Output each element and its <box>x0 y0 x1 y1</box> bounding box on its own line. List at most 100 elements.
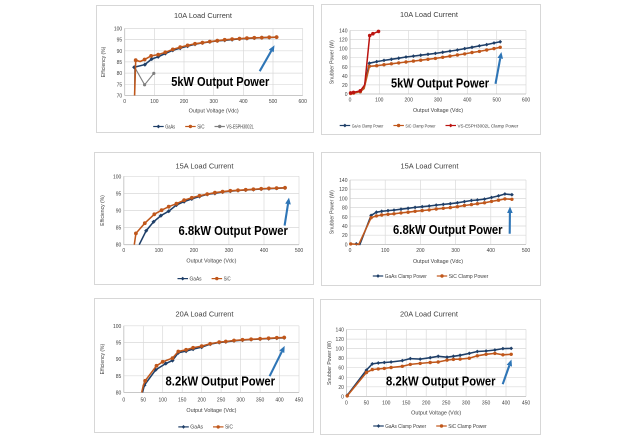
svg-text:400: 400 <box>260 248 269 254</box>
svg-text:75: 75 <box>117 82 123 88</box>
svg-text:80: 80 <box>116 243 122 249</box>
svg-text:120: 120 <box>336 337 345 343</box>
svg-text:95: 95 <box>116 341 122 347</box>
svg-text:0: 0 <box>122 248 125 254</box>
svg-text:95: 95 <box>116 191 122 197</box>
svg-text:Snubber Power (W): Snubber Power (W) <box>330 40 336 84</box>
svg-text:85: 85 <box>116 374 122 380</box>
svg-text:SiC Clamp Power: SiC Clamp Power <box>448 424 487 430</box>
svg-text:GaAs: GaAs <box>190 425 203 431</box>
svg-text:100: 100 <box>150 99 159 105</box>
svg-text:60: 60 <box>338 366 344 372</box>
svg-text:300: 300 <box>210 99 219 105</box>
svg-text:95: 95 <box>117 38 123 44</box>
svg-text:20: 20 <box>342 233 348 239</box>
svg-text:Snubber Power (W): Snubber Power (W) <box>327 341 333 385</box>
svg-text:GaAs: GaAs <box>165 124 175 130</box>
svg-text:Efficiency (%): Efficiency (%) <box>100 344 106 375</box>
svg-text:GaAs: GaAs <box>190 276 203 282</box>
svg-text:10A Load Current: 10A Load Current <box>174 11 232 20</box>
svg-text:Efficiency (%): Efficiency (%) <box>100 195 106 226</box>
svg-text:SiC: SiC <box>197 124 205 130</box>
svg-text:50: 50 <box>364 400 370 406</box>
svg-text:10A Load Current: 10A Load Current <box>400 10 458 19</box>
svg-text:140: 140 <box>339 178 348 184</box>
svg-text:Output Voltage (Vdc): Output Voltage (Vdc) <box>411 411 461 417</box>
svg-text:80: 80 <box>338 356 344 362</box>
svg-text:400: 400 <box>502 400 511 406</box>
svg-text:5kW Output Power: 5kW Output Power <box>171 74 269 89</box>
svg-text:Efficiency (%): Efficiency (%) <box>101 46 107 77</box>
svg-text:70: 70 <box>117 94 123 100</box>
svg-text:200: 200 <box>180 99 189 105</box>
svg-text:600: 600 <box>299 99 308 105</box>
svg-text:SiC: SiC <box>225 425 233 431</box>
svg-text:0: 0 <box>345 242 348 248</box>
svg-text:80: 80 <box>342 56 348 62</box>
svg-text:GaAs Clamp Power: GaAs Clamp Power <box>385 274 427 280</box>
svg-text:500: 500 <box>295 248 304 254</box>
svg-text:80: 80 <box>117 71 123 77</box>
svg-text:5kW Output Power: 5kW Output Power <box>391 76 489 91</box>
svg-text:60: 60 <box>342 215 348 221</box>
svg-text:40: 40 <box>342 74 348 80</box>
svg-text:20: 20 <box>338 385 344 391</box>
svg-text:20: 20 <box>342 83 348 89</box>
svg-text:Output Voltage (Vdc): Output Voltage (Vdc) <box>189 109 239 115</box>
svg-text:15A Load Current: 15A Load Current <box>401 161 459 170</box>
svg-text:VS-E5PH3002L Clamp Power: VS-E5PH3002L Clamp Power <box>458 123 519 128</box>
svg-text:500: 500 <box>522 248 531 254</box>
svg-text:200: 200 <box>422 400 431 406</box>
svg-text:150: 150 <box>402 400 411 406</box>
svg-text:90: 90 <box>117 49 123 55</box>
svg-text:40: 40 <box>342 224 348 230</box>
svg-text:85: 85 <box>116 226 122 232</box>
svg-text:0: 0 <box>345 92 348 98</box>
svg-text:100: 100 <box>381 248 390 254</box>
svg-text:80: 80 <box>116 391 122 397</box>
svg-text:300: 300 <box>451 248 460 254</box>
svg-text:100: 100 <box>375 98 384 104</box>
svg-text:85: 85 <box>117 60 123 66</box>
svg-text:100: 100 <box>113 324 122 330</box>
svg-text:Snubber Power (W): Snubber Power (W) <box>329 190 335 234</box>
svg-text:0: 0 <box>345 400 348 406</box>
svg-text:0: 0 <box>122 398 125 404</box>
svg-text:Output Voltage (Vdc): Output Voltage (Vdc) <box>186 408 236 414</box>
svg-text:50: 50 <box>141 398 147 404</box>
svg-text:6.8kW Output Power: 6.8kW Output Power <box>393 222 503 237</box>
svg-text:100: 100 <box>113 174 122 180</box>
svg-text:300: 300 <box>225 248 234 254</box>
svg-text:300: 300 <box>434 98 443 104</box>
svg-text:200: 200 <box>190 248 199 254</box>
svg-text:Output Voltage (Vdc): Output Voltage (Vdc) <box>413 108 463 114</box>
svg-text:350: 350 <box>256 398 265 404</box>
svg-text:Output Voltage (Vdc): Output Voltage (Vdc) <box>413 259 463 265</box>
svg-text:600: 600 <box>522 98 531 104</box>
svg-text:400: 400 <box>487 248 496 254</box>
svg-text:20A Load Current: 20A Load Current <box>176 310 234 319</box>
svg-text:150: 150 <box>178 398 187 404</box>
svg-text:400: 400 <box>275 398 284 404</box>
svg-text:120: 120 <box>339 187 348 193</box>
svg-text:140: 140 <box>339 29 348 35</box>
svg-text:Output Voltage (Vdc): Output Voltage (Vdc) <box>186 259 236 265</box>
svg-text:500: 500 <box>269 99 278 105</box>
svg-text:0: 0 <box>349 98 352 104</box>
svg-text:450: 450 <box>522 400 531 406</box>
svg-text:350: 350 <box>482 400 491 406</box>
svg-text:100: 100 <box>382 400 391 406</box>
svg-text:200: 200 <box>416 248 425 254</box>
svg-text:250: 250 <box>442 400 451 406</box>
svg-text:40: 40 <box>338 375 344 381</box>
svg-text:300: 300 <box>462 400 471 406</box>
svg-text:200: 200 <box>198 398 207 404</box>
svg-text:100: 100 <box>336 347 345 353</box>
svg-text:60: 60 <box>342 65 348 71</box>
svg-text:250: 250 <box>217 398 226 404</box>
svg-text:80: 80 <box>342 206 348 212</box>
svg-text:90: 90 <box>116 357 122 363</box>
svg-text:20A Load Current: 20A Load Current <box>400 310 458 319</box>
svg-text:100: 100 <box>114 26 123 32</box>
svg-text:VS-E5PH3002L: VS-E5PH3002L <box>226 124 254 130</box>
